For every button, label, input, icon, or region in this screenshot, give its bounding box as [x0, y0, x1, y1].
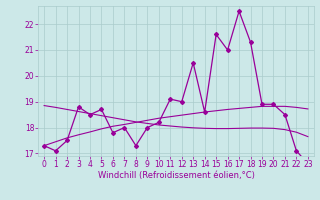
X-axis label: Windchill (Refroidissement éolien,°C): Windchill (Refroidissement éolien,°C) — [98, 171, 254, 180]
